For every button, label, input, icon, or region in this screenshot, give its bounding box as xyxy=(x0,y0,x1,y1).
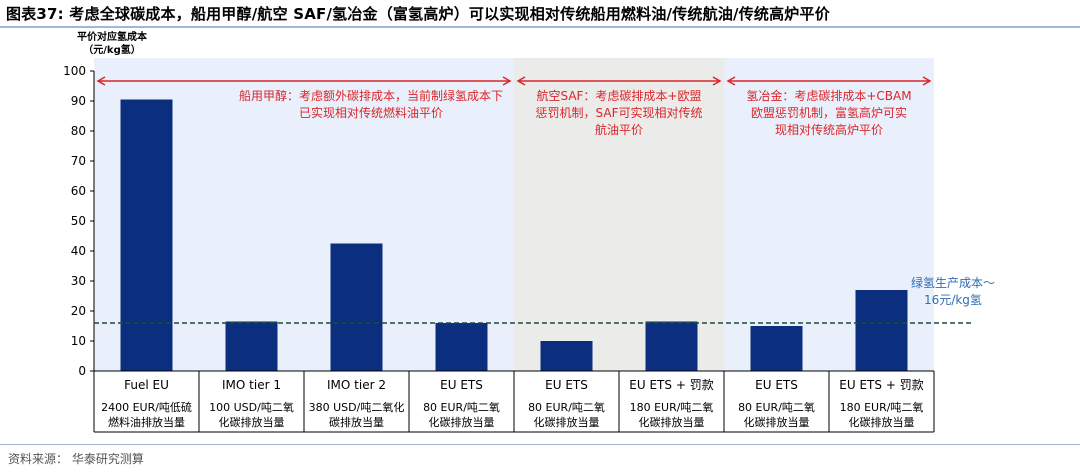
y-tick-label: 40 xyxy=(71,244,86,258)
annotation-text: 惩罚机制，SAF可实现相对传统 xyxy=(536,105,703,120)
category-note: 化碳排放当量 xyxy=(219,415,285,429)
x-tick-label: IMO tier 2 xyxy=(327,378,386,392)
category-note: 100 USD/吨二氧 xyxy=(209,400,294,414)
annotation-text: 航空SAF：考虑碳排成本+欧盟 xyxy=(536,88,701,103)
x-tick-label: Fuel EU xyxy=(124,378,169,392)
bar xyxy=(120,99,173,371)
source-note: 资料来源： 华泰研究测算 xyxy=(8,452,144,466)
bar xyxy=(330,243,383,371)
y-tick-label: 20 xyxy=(71,304,86,318)
category-note: 化碳排放当量 xyxy=(744,415,810,429)
category-note: 80 EUR/吨二氧 xyxy=(423,400,500,414)
x-tick-label: EU ETS xyxy=(545,378,588,392)
arrowhead-left xyxy=(726,76,736,86)
x-tick-label: EU ETS + 罚款 xyxy=(839,378,923,392)
y-tick-label: 10 xyxy=(71,334,86,348)
y-tick-label: 70 xyxy=(71,154,86,168)
category-note: 化碳排放当量 xyxy=(849,415,915,429)
arrowhead-left xyxy=(516,76,526,86)
annotation-text: 现相对传统高炉平价 xyxy=(775,122,883,137)
y-tick-label: 100 xyxy=(63,64,86,78)
y-axis-label: 平价对应氢成本 xyxy=(77,30,148,43)
category-note: 80 EUR/吨二氧 xyxy=(528,400,605,414)
y-tick-label: 0 xyxy=(78,364,86,378)
category-note: 燃料油排放当量 xyxy=(108,415,185,429)
y-axis-label: （元/kg氢） xyxy=(83,43,140,56)
category-note: 180 EUR/吨二氧 xyxy=(840,400,924,414)
x-tick-label: EU ETS xyxy=(755,378,798,392)
y-tick-label: 60 xyxy=(71,184,86,198)
y-tick-label: 30 xyxy=(71,274,86,288)
figure-title: 图表37: 考虑全球碳成本，船用甲醇/航空 SAF/氢冶金（富氢高炉）可以实现相… xyxy=(6,5,830,23)
category-note: 380 USD/吨二氧化 xyxy=(309,400,405,414)
arrowhead-right xyxy=(502,76,512,86)
x-tick-label: EU ETS xyxy=(440,378,483,392)
bar xyxy=(435,323,488,371)
bar xyxy=(855,290,908,371)
bar xyxy=(540,341,593,371)
y-tick-label: 50 xyxy=(71,214,86,228)
category-note: 2400 EUR/吨低硫 xyxy=(101,400,192,414)
bar xyxy=(750,326,803,371)
category-note: 化碳排放当量 xyxy=(429,415,495,429)
arrowhead-left xyxy=(96,76,106,86)
title-underline xyxy=(0,26,1080,28)
annotation-text: 航油平价 xyxy=(595,122,643,137)
arrowhead-right xyxy=(712,76,722,86)
bar xyxy=(645,321,698,371)
category-note: 80 EUR/吨二氧 xyxy=(738,400,815,414)
category-note: 化碳排放当量 xyxy=(639,415,705,429)
bar-chart: 平价对应氢成本（元/kg氢） 0 10 20 30 40 50 60 70 80 90 100 绿氢生产… xyxy=(63,30,995,433)
x-tick-label: IMO tier 1 xyxy=(222,378,281,392)
annotation-text: 欧盟惩罚机制，富氢高炉可实 xyxy=(751,105,907,120)
annotation-text: 船用甲醇：考虑额外碳排成本，当前制绿氢成本下 xyxy=(239,88,503,103)
category-note: 碳排放当量 xyxy=(329,415,384,429)
category-note: 化碳排放当量 xyxy=(534,415,600,429)
bar xyxy=(225,321,278,371)
annotation-text: 氢冶金：考虑碳排成本+CBAM xyxy=(746,88,911,103)
annotation-band xyxy=(514,58,724,371)
threshold-label: 16元/kg氢 xyxy=(924,292,982,307)
annotation-text: 已实现相对传统燃料油平价 xyxy=(299,105,443,120)
x-tick-label: EU ETS + 罚款 xyxy=(629,378,713,392)
footer-divider xyxy=(0,444,1080,445)
y-tick-label: 90 xyxy=(71,94,86,108)
arrowhead-right xyxy=(922,76,932,86)
threshold-label: 绿氢生产成本～ xyxy=(911,275,995,290)
y-tick-label: 80 xyxy=(71,124,86,138)
category-note: 180 EUR/吨二氧 xyxy=(630,400,714,414)
